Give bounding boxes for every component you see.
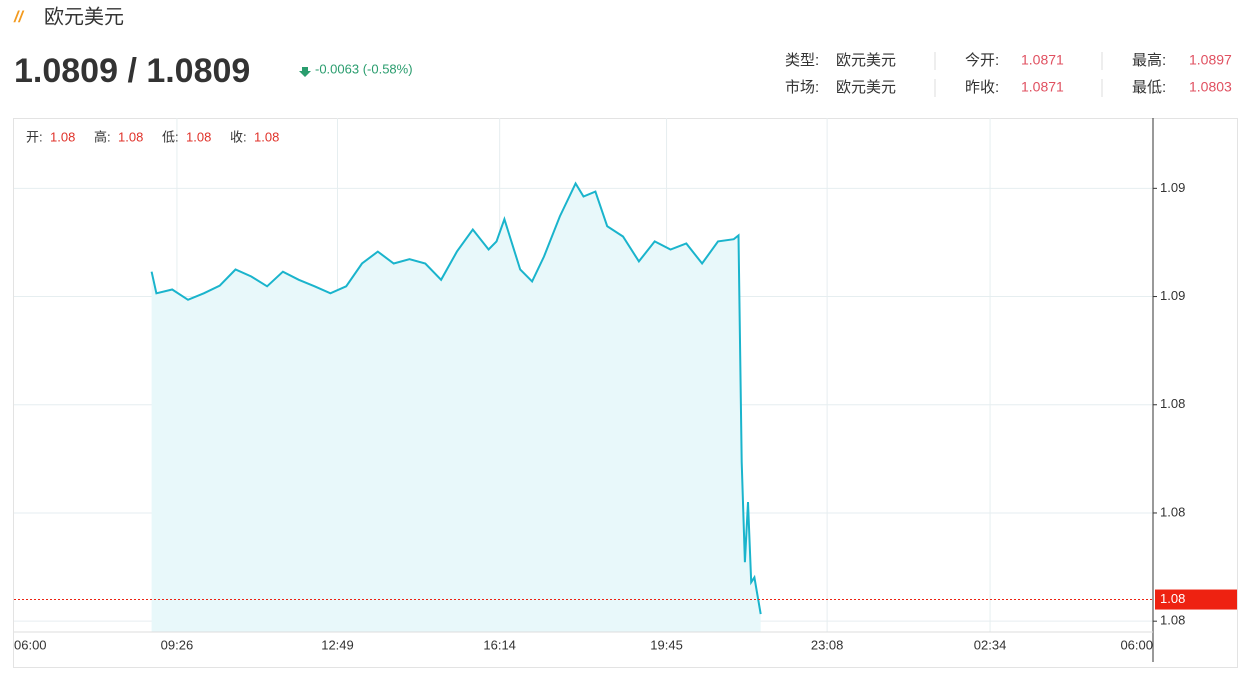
ohlc-label: 高: [94, 129, 111, 144]
x-tick-label: 06:00 [1120, 637, 1153, 652]
y-tick-label: 1.08 [1160, 613, 1185, 628]
ohlc-value: 1.08 [50, 129, 75, 144]
info-label: 昨收: [965, 79, 999, 96]
x-tick-label: 23:08 [811, 637, 844, 652]
y-tick-label: 1.08 [1160, 504, 1185, 519]
info-value: 1.0803 [1189, 79, 1232, 95]
x-tick-label: 06:00 [14, 637, 47, 652]
info-value: 欧元美元 [836, 79, 896, 96]
y-tick-label: 1.09 [1160, 288, 1185, 303]
area [151, 183, 761, 632]
info-label: 最高: [1132, 52, 1166, 69]
ohlc-value: 1.08 [186, 129, 211, 144]
ohlc-value: 1.08 [118, 129, 143, 144]
current-price-label: 1.08 [1160, 591, 1185, 606]
y-tick-label: 1.09 [1160, 180, 1185, 195]
price-line [150, 181, 762, 615]
info-label: 类型: [785, 52, 819, 69]
current-price-box [1155, 589, 1237, 610]
info-value: 1.0871 [1021, 52, 1064, 68]
chart-frame [13, 118, 1238, 668]
down-arrow [299, 67, 311, 77]
ohlc-value: 1.08 [254, 129, 279, 144]
x-tick-label: 09:26 [161, 637, 194, 652]
ohlc-label: 低: [162, 129, 179, 144]
info-label: 今开: [965, 52, 999, 69]
y-tick-label: 1.08 [1160, 396, 1185, 411]
info-label: 最低: [1132, 79, 1166, 96]
change: -0.0063 (-0.58%) [315, 61, 413, 76]
title: 欧元美元 [44, 5, 124, 28]
logo: // [13, 9, 24, 26]
info-label: 市场: [785, 79, 819, 96]
x-tick-label: 16:14 [483, 637, 516, 652]
x-tick-label: 02:34 [974, 637, 1007, 652]
ohlc-label: 收: [230, 129, 247, 144]
info-value: 欧元美元 [836, 52, 896, 69]
ohlc-label: 开: [26, 129, 43, 144]
info-value: 1.0871 [1021, 79, 1064, 95]
info-value: 1.0897 [1189, 52, 1232, 68]
x-tick-label: 12:49 [321, 637, 354, 652]
price: 1.0809 / 1.0809 [14, 52, 250, 90]
x-tick-label: 19:45 [650, 637, 683, 652]
